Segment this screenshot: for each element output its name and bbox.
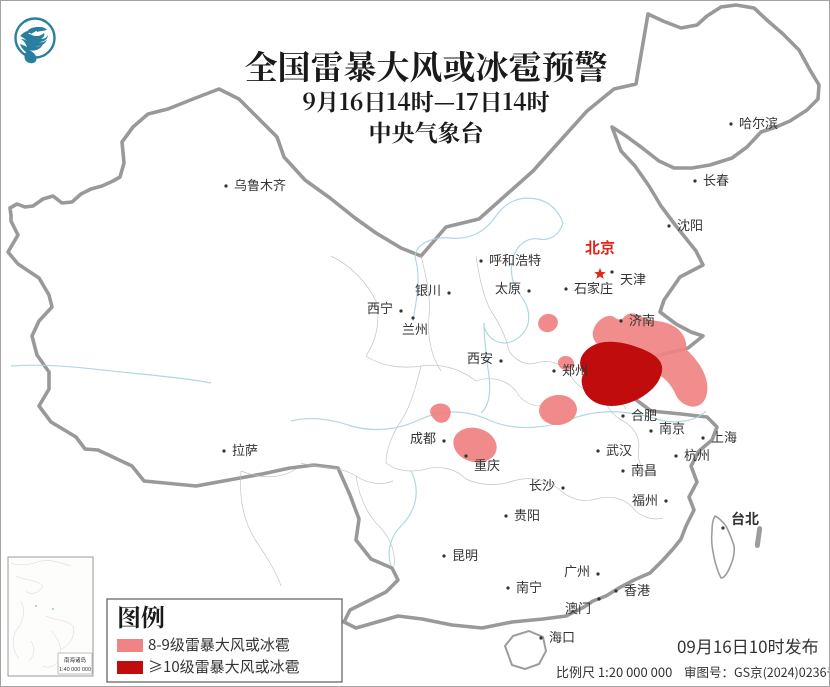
svg-text:成都: 成都 (410, 428, 436, 447)
svg-text:全国雷暴大风或冰雹预警: 全国雷暴大风或冰雹预警 (245, 42, 608, 89)
svg-text:广州: 广州 (564, 561, 590, 580)
svg-text:南京: 南京 (659, 418, 685, 437)
svg-text:杭州: 杭州 (684, 445, 710, 464)
svg-text:重庆: 重庆 (474, 455, 500, 474)
svg-text:1:40 000 000: 1:40 000 000 (59, 667, 91, 673)
svg-text:银川: 银川 (415, 280, 441, 299)
svg-text:昆明: 昆明 (452, 545, 478, 564)
svg-text:图例: 图例 (117, 598, 165, 633)
svg-text:天津: 天津 (620, 269, 646, 288)
svg-text:上海: 上海 (711, 427, 737, 446)
svg-text:济南: 济南 (629, 310, 655, 329)
svg-text:台北: 台北 (731, 509, 759, 529)
svg-text:西安: 西安 (467, 348, 493, 367)
svg-text:香港: 香港 (624, 580, 650, 599)
svg-text:郑州: 郑州 (562, 360, 588, 379)
svg-text:北京: 北京 (585, 237, 615, 258)
svg-text:8-9级雷暴大风或冰雹: 8-9级雷暴大风或冰雹 (148, 634, 290, 655)
svg-text:乌鲁木齐: 乌鲁木齐 (234, 175, 286, 194)
svg-text:中央气象台: 中央气象台 (369, 115, 485, 148)
svg-text:石家庄: 石家庄 (574, 278, 613, 297)
svg-text:≥10级雷暴大风或冰雹: ≥10级雷暴大风或冰雹 (148, 656, 300, 677)
svg-text:贵阳: 贵阳 (514, 505, 540, 524)
svg-text:呼和浩特: 呼和浩特 (489, 250, 541, 269)
svg-text:海口: 海口 (549, 627, 575, 646)
svg-text:长春: 长春 (703, 170, 729, 189)
svg-text:武汉: 武汉 (606, 440, 632, 459)
svg-text:兰州: 兰州 (402, 319, 428, 338)
svg-text:南昌: 南昌 (631, 460, 657, 479)
svg-text:南宁: 南宁 (516, 577, 542, 596)
svg-text:合肥: 合肥 (631, 405, 657, 424)
svg-text:比例尺 1:20 000 000: 比例尺 1:20 000 000 (556, 662, 672, 681)
svg-text:西宁: 西宁 (367, 298, 393, 317)
svg-text:长沙: 长沙 (529, 475, 555, 494)
svg-text:南海诸岛: 南海诸岛 (64, 656, 87, 664)
svg-text:福州: 福州 (632, 490, 658, 509)
svg-text:审图号：GS京(2024)0236号: 审图号：GS京(2024)0236号 (684, 662, 830, 681)
svg-text:哈尔滨: 哈尔滨 (739, 113, 778, 132)
svg-text:澳门: 澳门 (565, 598, 591, 617)
svg-text:09月16日10时发布: 09月16日10时发布 (677, 633, 819, 658)
svg-text:沈阳: 沈阳 (677, 215, 703, 234)
svg-text:9月16日14时—17日14时: 9月16日14时—17日14时 (302, 84, 549, 117)
svg-text:太原: 太原 (495, 278, 521, 297)
svg-text:拉萨: 拉萨 (232, 440, 258, 459)
